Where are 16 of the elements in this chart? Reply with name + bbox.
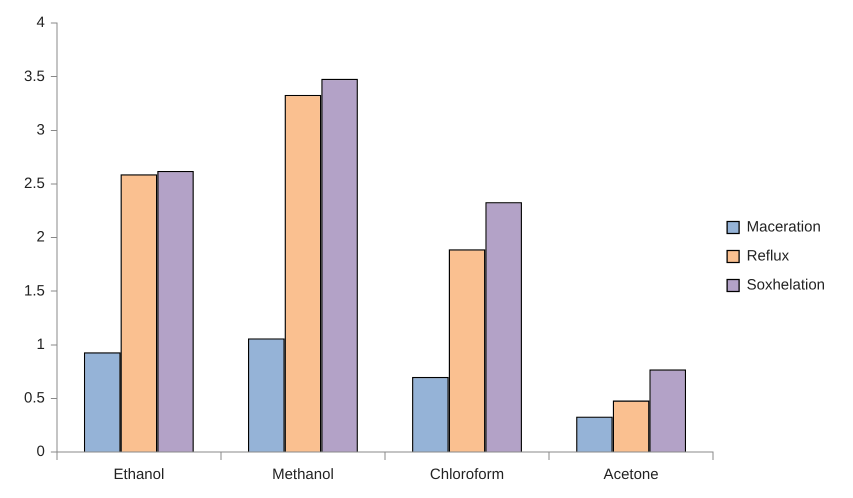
x-tick-label: Ethanol xyxy=(113,466,164,484)
x-tick-label: Chloroform xyxy=(430,466,504,484)
x-tick-label: Acetone xyxy=(604,466,659,484)
legend-label: Maceration xyxy=(746,218,821,236)
y-tick-label: 1 xyxy=(36,336,45,353)
legend-label: Reflux xyxy=(746,248,790,265)
legend-label: Soxhelation xyxy=(746,276,826,294)
y-tick-label: 2.5 xyxy=(24,175,45,192)
y-tick-label: 1.5 xyxy=(24,282,45,300)
y-tick-label: 3 xyxy=(36,121,45,138)
y-tick-label: 0 xyxy=(36,443,45,460)
y-tick-label: 3.5 xyxy=(24,68,45,85)
x-tick-label: Methanol xyxy=(272,466,334,484)
y-tick-label: 2 xyxy=(36,228,45,246)
y-tick-label: 4 xyxy=(36,14,45,32)
y-tick-label: 0.5 xyxy=(24,390,45,407)
